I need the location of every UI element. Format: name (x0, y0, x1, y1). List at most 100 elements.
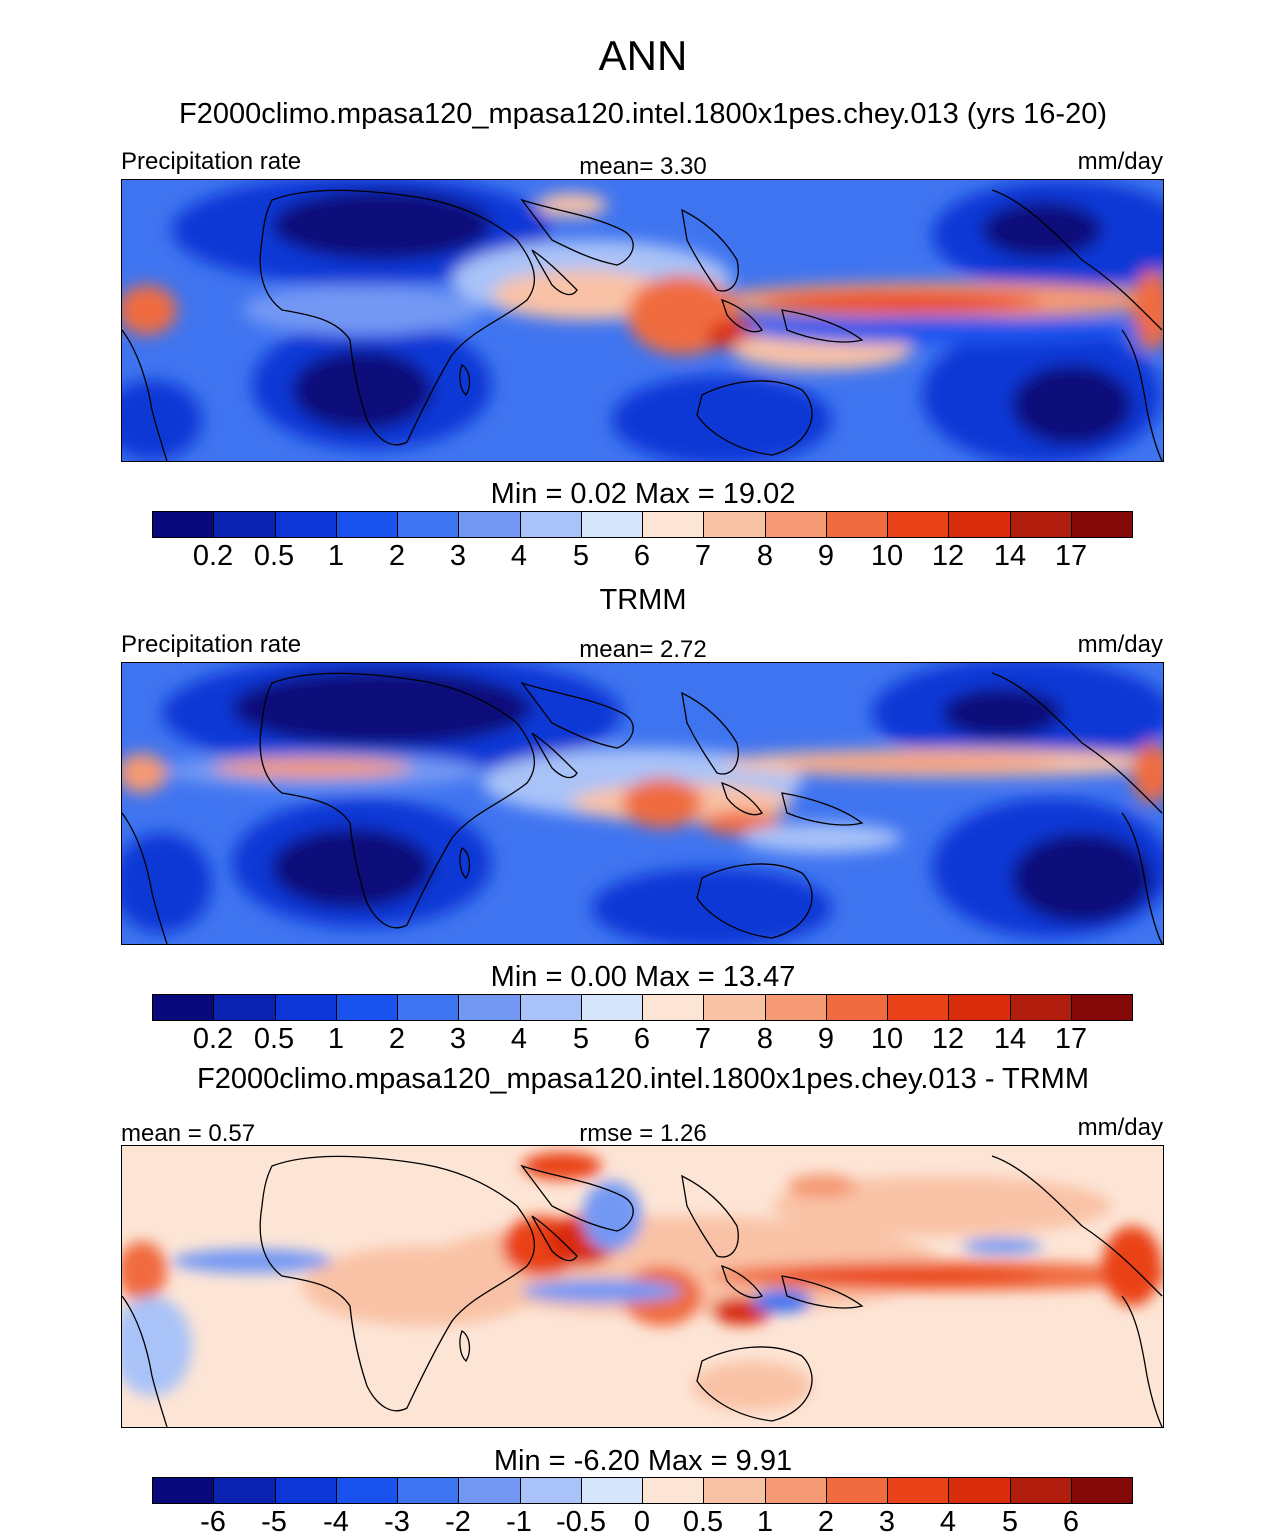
colorbar-tick-label: -5 (261, 1506, 287, 1538)
colorbar-tick-label: 3 (449, 540, 467, 572)
panel-2-colorbar (152, 994, 1133, 1021)
colorbar-swatch (765, 995, 827, 1020)
colorbar-tick-label: 1 (756, 1506, 774, 1538)
colorbar-swatch (336, 1478, 398, 1503)
colorbar-tick-label: 10 (870, 540, 904, 572)
colorbar-swatch (1071, 512, 1132, 537)
panel-3-difference-field (122, 1146, 1163, 1427)
panel-1-left-label: Precipitation rate (121, 148, 302, 175)
colorbar-swatch (949, 512, 1011, 537)
colorbar-swatch (214, 512, 276, 537)
colorbar-tick-label: 14 (993, 540, 1027, 572)
colorbar-swatch (398, 1478, 460, 1503)
panel-2-map (121, 662, 1164, 945)
panel-1-minmax: Min = 0.02 Max = 19.02 (490, 478, 796, 510)
colorbar-swatch (826, 512, 888, 537)
colorbar-swatch (1010, 1478, 1072, 1503)
panel-3-coastlines (122, 1155, 1163, 1427)
colorbar-swatch (1071, 995, 1132, 1020)
colorbar-swatch (520, 995, 582, 1020)
colorbar-tick-label: 5 (572, 1023, 590, 1055)
panel-3-title: F2000climo.mpasa120_mpasa120.intel.1800x… (197, 1063, 1089, 1095)
colorbar-swatch (275, 1478, 337, 1503)
colorbar-tick-label: 5 (572, 540, 590, 572)
colorbar-swatch (153, 512, 215, 537)
panel-1-units: mm/day (1077, 148, 1163, 175)
colorbar-tick-label: -3 (384, 1506, 410, 1538)
colorbar-swatch (704, 512, 766, 537)
colorbar-swatch (765, 1478, 827, 1503)
colorbar-tick-label: 3 (878, 1506, 896, 1538)
colorbar-swatch (826, 995, 888, 1020)
colorbar-tick-label: 0.2 (192, 540, 234, 572)
colorbar-swatch (214, 995, 276, 1020)
colorbar-tick-label: -0.5 (556, 1506, 606, 1538)
colorbar-swatch (581, 995, 643, 1020)
colorbar-tick-label: -2 (445, 1506, 471, 1538)
colorbar-swatch (581, 1478, 643, 1503)
panel-2-title: TRMM (599, 584, 687, 616)
colorbar-swatch (581, 512, 643, 537)
colorbar-tick-label: -4 (323, 1506, 349, 1538)
colorbar-tick-label: 0.2 (192, 1023, 234, 1055)
colorbar-swatch (949, 995, 1011, 1020)
panel-1-title: F2000climo.mpasa120_mpasa120.intel.1800x… (178, 98, 1108, 130)
panel-1-colorbar (152, 511, 1133, 538)
panel-2-mean: mean= 2.72 (579, 636, 707, 663)
colorbar-swatch (1010, 512, 1072, 537)
panel-3-units: mm/day (1077, 1114, 1163, 1141)
colorbar-swatch (520, 512, 582, 537)
colorbar-swatch (275, 512, 337, 537)
colorbar-tick-label: 7 (694, 1023, 712, 1055)
panel-3-mean: mean = 0.57 (121, 1120, 256, 1147)
panel-1-map (121, 179, 1164, 462)
panel-1-precip-field (122, 180, 1163, 461)
colorbar-tick-label: 12 (931, 1023, 965, 1055)
colorbar-swatch (275, 995, 337, 1020)
colorbar-swatch (704, 1478, 766, 1503)
colorbar-tick-label: 12 (931, 540, 965, 572)
colorbar-tick-label: 6 (633, 1023, 651, 1055)
colorbar-swatch (765, 512, 827, 537)
colorbar-tick-label: 9 (817, 540, 835, 572)
colorbar-swatch (949, 1478, 1011, 1503)
panel-3-map (121, 1145, 1164, 1428)
colorbar-tick-label: 0.5 (682, 1506, 724, 1538)
colorbar-swatch (643, 512, 705, 537)
panel-2-minmax: Min = 0.00 Max = 13.47 (490, 961, 796, 993)
colorbar-swatch (214, 1478, 276, 1503)
colorbar-swatch (153, 1478, 215, 1503)
colorbar-swatch (336, 512, 398, 537)
colorbar-tick-label: 17 (1054, 1023, 1088, 1055)
colorbar-tick-label: 1 (327, 540, 345, 572)
colorbar-tick-label: 5 (1001, 1506, 1019, 1538)
figure-title: ANN (598, 32, 688, 79)
colorbar-tick-label: 2 (388, 540, 406, 572)
colorbar-swatch (520, 1478, 582, 1503)
colorbar-swatch (888, 512, 950, 537)
panel-3-colorbar (152, 1477, 1133, 1504)
colorbar-tick-label: 17 (1054, 540, 1088, 572)
colorbar-tick-label: 4 (510, 1023, 528, 1055)
colorbar-swatch (888, 995, 950, 1020)
colorbar-swatch (1010, 995, 1072, 1020)
panel-2-precip-field (122, 663, 1163, 944)
colorbar-swatch (459, 1478, 521, 1503)
panel-3-colorbar-ticks: -6 -5 -4 -3 -2 -1 -0.5 0 0.5 1 2 3 4 5 6 (0, 1506, 1285, 1539)
colorbar-tick-label: 6 (1062, 1506, 1080, 1538)
colorbar-tick-label: 9 (817, 1023, 835, 1055)
colorbar-tick-label: 0.5 (253, 540, 295, 572)
colorbar-tick-label: -6 (200, 1506, 226, 1538)
colorbar-tick-label: 4 (510, 540, 528, 572)
panel-3-rmse: rmse = 1.26 (579, 1120, 707, 1147)
colorbar-tick-label: 1 (327, 1023, 345, 1055)
panel-2-units: mm/day (1077, 631, 1163, 658)
colorbar-swatch (398, 995, 460, 1020)
colorbar-tick-label: 10 (870, 1023, 904, 1055)
panel-2-left-label: Precipitation rate (121, 631, 302, 658)
colorbar-tick-label: -1 (506, 1506, 532, 1538)
colorbar-swatch (704, 995, 766, 1020)
colorbar-swatch (459, 512, 521, 537)
colorbar-swatch (1071, 1478, 1132, 1503)
colorbar-swatch (336, 995, 398, 1020)
